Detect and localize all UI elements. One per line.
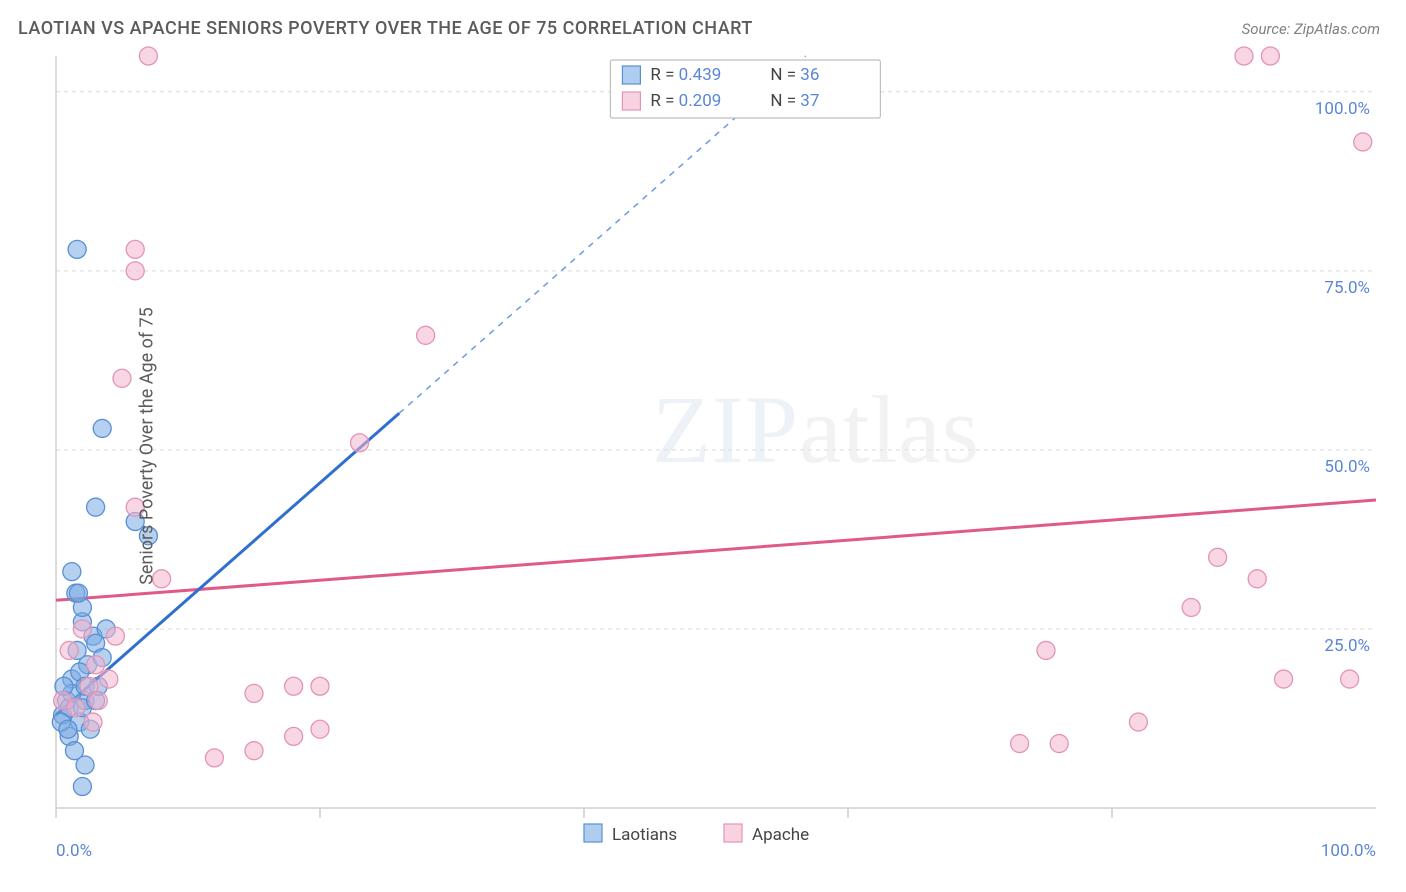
data-point: [1341, 670, 1359, 688]
data-point: [93, 419, 111, 437]
legend-swatch: [622, 66, 640, 84]
source-label: Source: ZipAtlas.com: [1242, 20, 1380, 38]
chart-title: LAOTIAN VS APACHE SENIORS POVERTY OVER T…: [18, 18, 753, 39]
legend: Laotians Apache: [584, 824, 809, 845]
data-point: [68, 240, 86, 258]
data-point: [1354, 133, 1372, 151]
data-point: [311, 677, 329, 695]
stat-n-label: N = 37: [770, 91, 819, 111]
data-point: [106, 627, 124, 645]
y-tick-label: 25.0%: [1324, 636, 1370, 656]
data-point: [60, 641, 78, 659]
data-point: [1129, 713, 1147, 731]
trend-line: [56, 500, 1376, 600]
data-point: [100, 670, 118, 688]
data-point: [205, 749, 223, 767]
y-tick-label: 75.0%: [1324, 278, 1370, 298]
data-point: [126, 262, 144, 280]
data-point: [59, 720, 77, 738]
data-point: [67, 699, 85, 717]
data-point: [245, 742, 263, 760]
data-point: [285, 727, 303, 745]
stat-row: R = 0.439 N = 36: [622, 65, 819, 85]
data-point: [1037, 641, 1055, 659]
data-point: [1182, 598, 1200, 616]
data-point: [113, 369, 131, 387]
data-point: [139, 47, 157, 65]
chart-container: LAOTIAN VS APACHE SENIORS POVERTY OVER T…: [0, 0, 1406, 892]
y-tick-label: 100.0%: [1315, 99, 1370, 119]
data-point: [245, 684, 263, 702]
stat-n-label: N = 36: [770, 65, 819, 85]
data-point: [311, 720, 329, 738]
x-axis-label: 0.0%: [56, 841, 92, 861]
legend-swatch: [622, 92, 640, 110]
data-point: [73, 620, 91, 638]
data-point: [76, 756, 94, 774]
data-point: [73, 778, 91, 796]
data-point: [87, 498, 105, 516]
data-point: [285, 677, 303, 695]
stat-row: R = 0.209 N = 37: [622, 91, 819, 111]
data-point: [1209, 548, 1227, 566]
data-point: [69, 584, 87, 602]
data-point: [126, 240, 144, 258]
data-point: [63, 563, 81, 581]
x-axis-label: 100.0%: [1321, 841, 1376, 861]
chart-svg: 25.0% 50.0% 75.0% 100.0% ZIPatlas 0.0% 100.0% R…: [0, 0, 1406, 892]
watermark: ZIPatlas: [652, 376, 980, 483]
data-point: [1050, 735, 1068, 753]
data-point: [1235, 47, 1253, 65]
data-point: [1261, 47, 1279, 65]
data-point: [351, 434, 369, 452]
data-point: [1275, 670, 1293, 688]
legend-label: Apache: [752, 825, 809, 845]
stat-r-label: R = 0.439: [650, 65, 721, 85]
legend-swatch: [724, 824, 742, 842]
y-tick-label: 50.0%: [1324, 457, 1370, 477]
legend-swatch: [584, 824, 602, 842]
data-point: [1011, 735, 1029, 753]
legend-label: Laotians: [612, 825, 677, 845]
data-point: [89, 692, 107, 710]
stat-r-label: R = 0.209: [650, 91, 721, 111]
y-axis-label: Seniors Poverty Over the Age of 75: [136, 307, 157, 585]
data-point: [417, 326, 435, 344]
data-point: [1248, 570, 1266, 588]
data-point: [87, 656, 105, 674]
data-point: [84, 713, 102, 731]
